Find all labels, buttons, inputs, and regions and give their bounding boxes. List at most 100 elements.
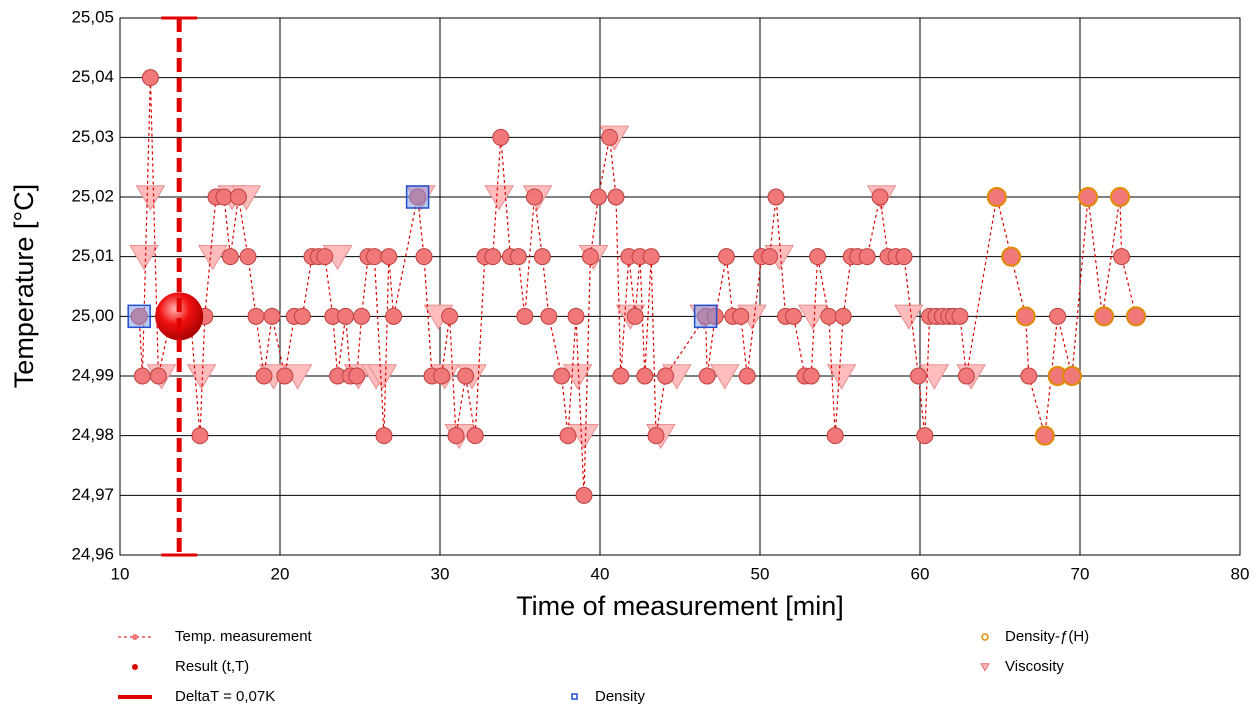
temp-point xyxy=(447,427,465,445)
x-tick-label: 70 xyxy=(1071,564,1090,583)
x-tick-label: 10 xyxy=(111,564,130,583)
legend-marker xyxy=(981,633,989,641)
legend-label: Temp. measurement xyxy=(175,628,313,645)
density-point xyxy=(693,304,718,329)
x-tick-label: 20 xyxy=(271,564,290,583)
temp-point xyxy=(589,188,607,206)
temp-point xyxy=(433,367,451,385)
viscosity-marker xyxy=(129,244,159,271)
temp-point xyxy=(834,307,852,325)
density-fh-point xyxy=(1126,306,1146,327)
viscosity-marker xyxy=(569,423,599,450)
x-axis-title: Time of measurement [min] xyxy=(516,591,844,621)
y-tick-label: 25,05 xyxy=(71,7,114,26)
temp-point xyxy=(738,367,756,385)
temp-point xyxy=(642,248,660,266)
y-tick-label: 25,01 xyxy=(71,246,114,265)
temp-point xyxy=(263,307,281,325)
temp-point xyxy=(581,248,599,266)
temp-point xyxy=(540,307,558,325)
viscosity-marker xyxy=(135,185,166,211)
x-tick-label: 50 xyxy=(751,564,770,583)
temp-point xyxy=(141,69,159,87)
viscosity-marker xyxy=(709,364,740,390)
density-fh-point xyxy=(1001,246,1022,267)
temp-point xyxy=(553,367,571,385)
temp-point xyxy=(607,188,625,206)
temp-point xyxy=(871,188,889,206)
y-tick-label: 24,96 xyxy=(71,544,114,563)
temp-point xyxy=(826,427,844,445)
temp-point xyxy=(255,367,273,385)
temp-point xyxy=(441,307,459,325)
temp-point xyxy=(761,248,779,266)
temp-point xyxy=(717,248,735,266)
legend-item: Temp. measurement xyxy=(118,628,313,645)
temp-point xyxy=(484,248,502,266)
density-point xyxy=(127,304,151,329)
legend-item: Result (t,T) xyxy=(132,658,249,675)
temp-point xyxy=(415,248,433,266)
temp-point xyxy=(353,307,371,325)
temp-point xyxy=(385,307,403,325)
legend-marker xyxy=(980,663,990,672)
viscosity-marker xyxy=(186,364,217,390)
temp-point xyxy=(221,248,239,266)
density-fh-point xyxy=(1110,187,1130,207)
temp-point xyxy=(239,248,257,266)
temp-point xyxy=(575,486,593,504)
y-tick-label: 25,03 xyxy=(71,127,114,146)
temp-point xyxy=(916,427,934,445)
x-tick-label: 40 xyxy=(591,564,610,583)
legend-marker xyxy=(132,634,138,640)
temp-point xyxy=(348,367,366,385)
y-tick-label: 24,98 xyxy=(71,425,114,444)
x-tick-label: 60 xyxy=(911,564,930,583)
temp-point xyxy=(767,188,785,206)
temp-point xyxy=(316,248,334,266)
x-tick-label: 30 xyxy=(431,564,450,583)
density-fh-point xyxy=(1015,306,1036,327)
temp-point xyxy=(636,367,654,385)
result-point xyxy=(155,292,204,341)
x-tick-label: 80 xyxy=(1231,564,1250,583)
viscosity-marker xyxy=(797,304,828,330)
temp-point xyxy=(466,427,484,445)
temp-point xyxy=(559,427,577,445)
temp-point xyxy=(337,307,355,325)
viscosity-marker xyxy=(826,364,857,390)
temp-point xyxy=(647,427,665,445)
temp-point xyxy=(229,188,247,206)
temp-point xyxy=(365,248,383,266)
temp-point xyxy=(133,367,151,385)
temp-point xyxy=(380,248,398,266)
temp-point xyxy=(820,307,838,325)
temp-point xyxy=(732,307,750,325)
temp-point xyxy=(215,188,233,206)
temp-point xyxy=(293,307,311,325)
temp-point xyxy=(375,427,393,445)
temp-point xyxy=(457,367,475,385)
temp-point xyxy=(191,427,209,445)
temp-point xyxy=(601,128,619,146)
temp-point xyxy=(657,367,675,385)
legend-item: Density-ƒ(H) xyxy=(981,628,1089,645)
temp-point xyxy=(525,188,543,206)
density-fh-point xyxy=(1094,306,1114,327)
temp-point xyxy=(626,307,644,325)
temp-point xyxy=(1113,248,1131,266)
temp-point xyxy=(247,307,265,325)
temp-point xyxy=(785,307,803,325)
temp-point xyxy=(492,128,510,146)
temp-point xyxy=(698,367,716,385)
legend-marker xyxy=(571,693,578,700)
temp-point xyxy=(149,367,167,385)
legend-item: Density xyxy=(571,688,646,705)
temp-point xyxy=(957,367,975,385)
temp-point xyxy=(516,307,534,325)
legend-label: Density-ƒ(H) xyxy=(1005,628,1089,645)
temp-point xyxy=(276,367,294,385)
legend-label: Density xyxy=(595,688,646,705)
temp-point xyxy=(612,367,630,385)
viscosity-marker xyxy=(367,364,398,390)
